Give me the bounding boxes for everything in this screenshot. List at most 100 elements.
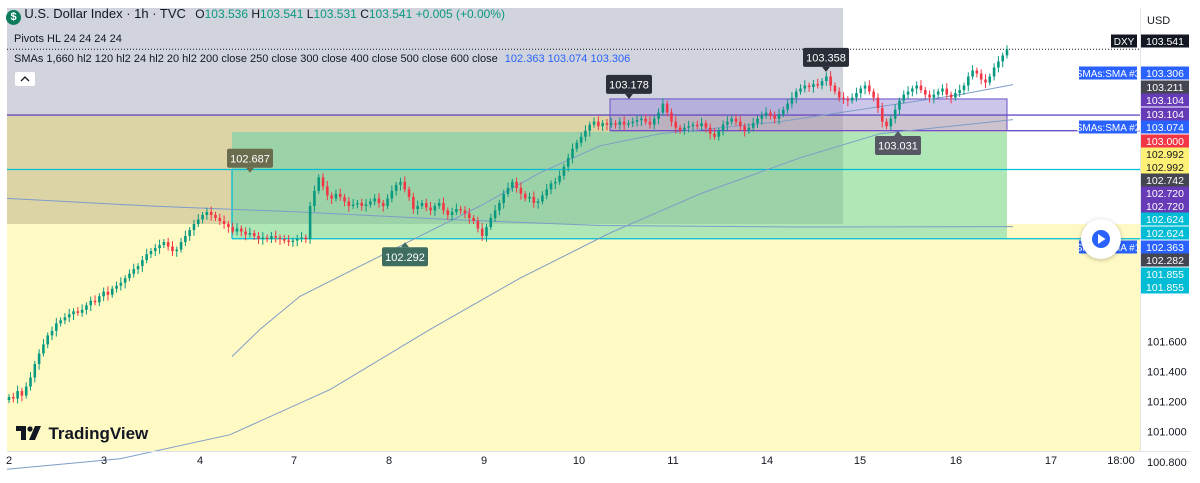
candle-body (889, 118, 893, 127)
low-label: L (306, 7, 314, 21)
ohlc-readout: O103.536 H103.541 L103.531 C103.541 +0.0… (195, 7, 505, 21)
candle-body (571, 148, 574, 158)
candle-body (541, 195, 544, 202)
candle-body (424, 202, 428, 208)
price-badge-tag (1079, 120, 1137, 134)
candle-body (291, 240, 295, 243)
candle-body (528, 196, 531, 199)
price-badge (1141, 147, 1189, 161)
candle-body (158, 245, 161, 249)
candle-body (287, 240, 290, 243)
candle-body (846, 99, 850, 101)
candle-body (855, 93, 858, 98)
candle-body (734, 118, 738, 122)
candle-body (850, 97, 854, 101)
candle-body (261, 237, 265, 240)
candle-body (498, 202, 501, 211)
time-tick-label: 17 (1045, 455, 1057, 467)
candle-body (945, 88, 949, 95)
candle-body (235, 228, 239, 232)
candle-body (782, 109, 785, 115)
price-badge-value: 102.720 (1146, 201, 1184, 213)
candle-body (76, 311, 80, 313)
candle-body (12, 397, 15, 399)
pivot-label: 103.031 (878, 141, 918, 153)
tradingview-logo-icon (16, 426, 41, 440)
sma-3-line (231, 84, 1014, 357)
candle-body (601, 123, 604, 127)
price-badge-value: 103.074 (1146, 122, 1184, 134)
sma-1-line (6, 197, 1014, 228)
candle-body (605, 123, 609, 125)
price-badge (1141, 186, 1189, 200)
low-value: 103.531 (313, 7, 357, 21)
candle-body (209, 211, 213, 215)
candle-body (123, 278, 127, 283)
candle-body (412, 196, 415, 209)
pivot-label-box (803, 47, 849, 67)
smas-indicator-legend[interactable]: SMAs 1,660 hl2 120 hl2 24 hl2 20 hl2 200… (14, 53, 630, 65)
price-badge-tag (1111, 34, 1137, 48)
currency-label[interactable]: USD (1147, 15, 1171, 27)
candle-body (683, 127, 686, 131)
candle-body (700, 123, 703, 127)
candle-body (635, 120, 639, 122)
candle-body (20, 391, 24, 396)
time-tick-label: 11 (667, 455, 678, 467)
candle-body (906, 91, 910, 95)
symbol-title[interactable]: U.S. Dollar Index · 1h · TVC (24, 6, 186, 21)
candle-body (756, 118, 759, 124)
candle-body (55, 323, 58, 331)
candle-body (979, 73, 983, 80)
candle-body (936, 91, 940, 95)
candle-body (338, 193, 342, 197)
price-badge (1141, 280, 1189, 294)
pivot-label: 103.178 (609, 79, 649, 91)
candle-body (188, 230, 191, 237)
candle-body (433, 205, 437, 211)
candle-body (554, 181, 557, 184)
candle-body (704, 123, 708, 128)
candle-body (919, 85, 923, 91)
legend-title-row: $ U.S. Dollar Index · 1h · TVC O103.536 … (6, 6, 505, 25)
tradingview-watermark: TradingView (16, 424, 148, 446)
candle-body (975, 70, 979, 74)
candle-body (115, 285, 118, 289)
candle-body (166, 242, 170, 247)
candle-body (420, 202, 424, 206)
price-tick-label: 101.600 (1147, 336, 1187, 348)
candle-body (1005, 49, 1009, 56)
pivots-indicator-legend[interactable]: Pivots HL 24 24 24 24 (14, 33, 122, 45)
price-badge-value: 102.363 (1146, 242, 1184, 254)
candle-body (29, 377, 32, 387)
candle-body (179, 242, 183, 250)
candle-body (893, 109, 897, 119)
sma-1-value: 102.363 (504, 53, 545, 65)
price-badge-value: 102.992 (1146, 162, 1184, 174)
candle-body (351, 204, 355, 206)
candle-body (872, 91, 875, 98)
candle-body (674, 121, 678, 128)
candle-body (997, 61, 1000, 68)
candle-body (153, 248, 157, 252)
candle-body (252, 233, 256, 237)
candle-body (295, 239, 299, 241)
candle-body (33, 363, 37, 378)
candle-body (205, 211, 209, 215)
candle-body (85, 305, 88, 310)
candle-body (842, 97, 845, 100)
candle-body (958, 90, 961, 94)
price-badge (1141, 160, 1189, 174)
candle-body (730, 118, 733, 122)
candle-body (119, 282, 123, 286)
tradingview-wordmark: TradingView (48, 424, 149, 443)
time-tick-label: 4 (197, 455, 203, 467)
price-badge-value: 103.104 (1146, 95, 1184, 107)
candle-body (240, 228, 243, 232)
play-button[interactable] (1081, 219, 1121, 259)
candle-body (369, 201, 372, 205)
smas-indicator-label: SMAs 1,660 hl2 120 hl2 24 hl2 20 hl2 200… (14, 53, 498, 65)
collapse-legend-button[interactable] (14, 71, 36, 87)
candle-body (442, 202, 445, 211)
